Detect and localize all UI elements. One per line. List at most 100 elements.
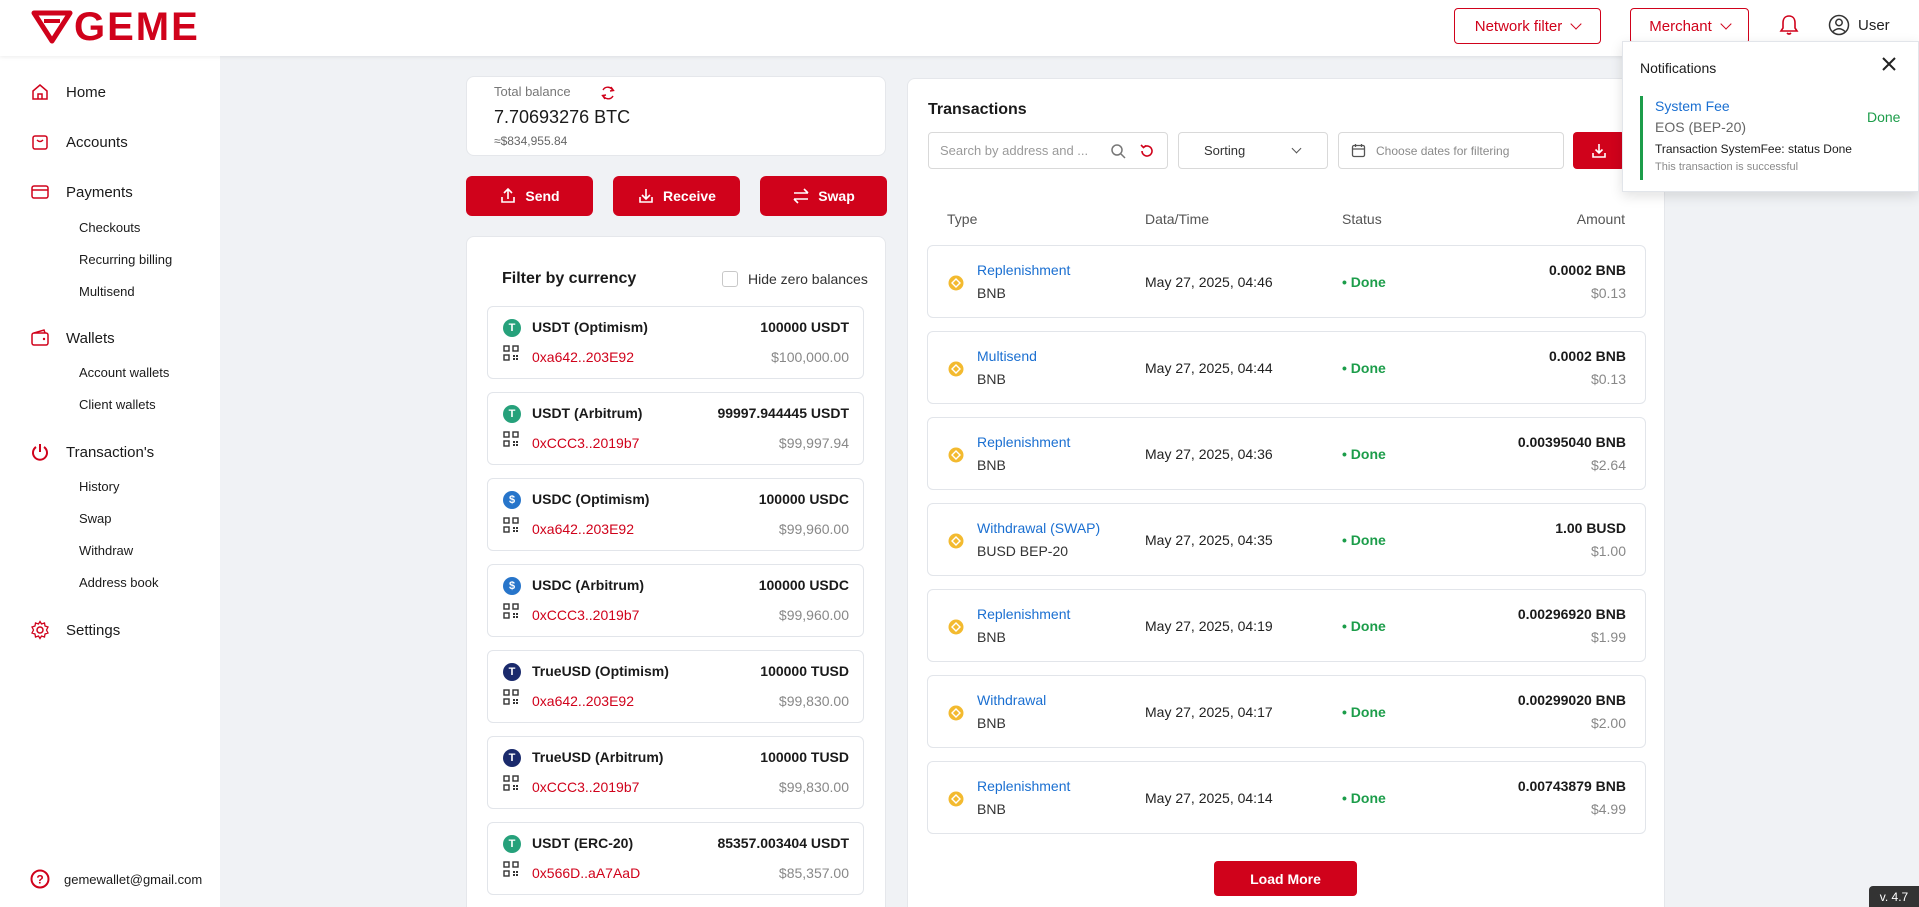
notification-status: Done [1867, 109, 1901, 125]
transaction-type-link[interactable]: Replenishment [977, 778, 1071, 794]
transaction-row[interactable]: Replenishment BNB May 27, 2025, 04:14 • Don… [927, 761, 1646, 834]
sidebar-item-label: Wallets [66, 329, 115, 347]
hide-zero-balances-toggle[interactable]: Hide zero balances [722, 271, 868, 287]
support-email-text: gemewallet@gmail.com [64, 871, 203, 887]
transaction-status: • Done [1342, 704, 1386, 720]
column-header-type: Type [947, 211, 978, 227]
qr-code-icon[interactable] [503, 603, 519, 619]
search-icon[interactable] [1110, 143, 1126, 159]
currency-amount: 100000 TUSD [760, 749, 849, 765]
currency-amount: 85357.003404 USDT [717, 835, 849, 851]
currency-item[interactable]: T USDT (Arbitrum) 99997.944445 USDT 0xCCC3.… [487, 392, 864, 465]
column-header-amount: Amount [1576, 211, 1625, 227]
receive-label: Receive [663, 188, 716, 204]
wallet-address-link[interactable]: 0xa642..203E92 [532, 349, 634, 365]
transaction-type-link[interactable]: Withdrawal [977, 692, 1047, 708]
bnb-coin-icon [948, 705, 964, 721]
chevron-down-icon [1291, 143, 1302, 154]
bag-icon [32, 135, 48, 150]
currency-coin-icon: T [503, 405, 521, 423]
wallet-address-link[interactable]: 0xCCC3..2019b7 [532, 435, 640, 451]
wallet-address-link[interactable]: 0xCCC3..2019b7 [532, 779, 640, 795]
sidebar-item-accounts[interactable]: Accounts [30, 132, 128, 152]
send-button[interactable]: Send [466, 176, 593, 216]
logo[interactable]: GEME [30, 7, 200, 47]
notification-item[interactable]: System Fee EOS (BEP-20) Transaction Syst… [1640, 96, 1910, 180]
sidebar-subitem-account-wallets[interactable]: Account wallets [79, 365, 170, 380]
reset-icon[interactable] [1139, 143, 1155, 159]
sidebar-item-settings[interactable]: Settings [30, 620, 120, 640]
transaction-row[interactable]: Replenishment BNB May 27, 2025, 04:36 • Don… [927, 417, 1646, 490]
sidebar-item-transactions[interactable]: Transaction's [30, 442, 154, 462]
transaction-row[interactable]: Replenishment BNB May 27, 2025, 04:46 • Don… [927, 245, 1646, 318]
transaction-type-link[interactable]: Replenishment [977, 606, 1071, 622]
sidebar-subitem-address-book[interactable]: Address book [79, 575, 159, 590]
export-button[interactable] [1573, 132, 1625, 169]
sidebar-item-payments[interactable]: Payments [30, 182, 133, 202]
hide-zero-checkbox[interactable] [722, 271, 738, 287]
transaction-row[interactable]: Multisend BNB May 27, 2025, 04:44 • Done 0.0… [927, 331, 1646, 404]
qr-code-icon[interactable] [503, 345, 519, 361]
transaction-row[interactable]: Replenishment BNB May 27, 2025, 04:19 • Don… [927, 589, 1646, 662]
currency-item[interactable]: T TrueUSD (Arbitrum) 100000 TUSD 0xCCC3..20… [487, 736, 864, 809]
transaction-fiat: $2.00 [1590, 715, 1626, 731]
chevron-down-icon [1570, 18, 1582, 30]
sorting-select[interactable]: Sorting [1178, 132, 1328, 169]
currency-fiat: $85,357.00 [778, 865, 849, 881]
sidebar-subitem-swap[interactable]: Swap [79, 511, 112, 526]
network-filter-button[interactable]: Network filter [1454, 8, 1601, 44]
qr-code-icon[interactable] [503, 861, 519, 877]
bell-icon[interactable] [1779, 14, 1799, 36]
wallet-address-link[interactable]: 0xa642..203E92 [532, 521, 634, 537]
currency-item[interactable]: T USDT (ERC-20) 85357.003404 USDT 0x566D..a… [487, 822, 864, 895]
wallet-address-link[interactable]: 0x566D..aA7AaD [532, 865, 641, 881]
currency-item[interactable]: T USDT (Optimism) 100000 USDT 0xa642..203E9… [487, 306, 864, 379]
swap-label: Swap [818, 188, 855, 204]
merchant-button[interactable]: Merchant [1630, 8, 1749, 44]
wallet-address-link[interactable]: 0xa642..203E92 [532, 693, 634, 709]
sidebar-subitem-multisend[interactable]: Multisend [79, 284, 135, 299]
close-icon[interactable] [1879, 54, 1899, 74]
qr-code-icon[interactable] [503, 689, 519, 705]
support-email[interactable]: ? gemewallet@gmail.com [30, 869, 202, 889]
download-icon [639, 189, 653, 203]
version-badge: v. 4.7 [1869, 886, 1919, 907]
transaction-type-link[interactable]: Withdrawal (SWAP) [977, 520, 1101, 536]
merchant-label: Merchant [1649, 17, 1712, 35]
sidebar-subitem-checkouts[interactable]: Checkouts [79, 220, 141, 235]
currency-item[interactable]: T TrueUSD (Optimism) 100000 TUSD 0xa642..20… [487, 650, 864, 723]
sidebar-item-wallets[interactable]: Wallets [30, 328, 115, 348]
sidebar-subitem-recurring-billing[interactable]: Recurring billing [79, 252, 173, 267]
sidebar-subitem-history[interactable]: History [79, 479, 120, 494]
search-placeholder: Search by address and ... [940, 143, 1089, 158]
sidebar: Home Accounts Payments Checkouts Recurri… [0, 56, 220, 907]
qr-code-icon[interactable] [503, 431, 519, 447]
total-balance-label: Total balance [494, 84, 571, 99]
sidebar-item-home[interactable]: Home [30, 82, 106, 102]
wallet-address-link[interactable]: 0xCCC3..2019b7 [532, 607, 640, 623]
refresh-icon[interactable] [600, 85, 616, 101]
currency-item[interactable]: $ USDC (Optimism) 100000 USDC 0xa642..203E9… [487, 478, 864, 551]
bnb-coin-icon [948, 275, 964, 291]
sidebar-subitem-client-wallets[interactable]: Client wallets [79, 397, 156, 412]
transaction-row[interactable]: Withdrawal BNB May 27, 2025, 04:17 • Done 0.… [927, 675, 1646, 748]
transaction-type-link[interactable]: Replenishment [977, 262, 1071, 278]
user-menu[interactable]: User [1828, 14, 1890, 36]
transaction-type-link[interactable]: Multisend [977, 348, 1037, 364]
date-range-picker[interactable]: Choose dates for filtering [1338, 132, 1564, 169]
transaction-fiat: $1.00 [1590, 543, 1626, 559]
download-icon [1592, 143, 1606, 158]
qr-code-icon[interactable] [503, 517, 519, 533]
receive-button[interactable]: Receive [613, 176, 740, 216]
qr-code-icon[interactable] [503, 775, 519, 791]
currency-amount: 100000 USDC [758, 577, 849, 593]
bnb-coin-icon [948, 619, 964, 635]
transaction-type-link[interactable]: Replenishment [977, 434, 1071, 450]
currency-item[interactable]: $ USDC (Arbitrum) 100000 USDC 0xCCC3..2019b… [487, 564, 864, 637]
swap-button[interactable]: Swap [760, 176, 887, 216]
sidebar-subitem-withdraw[interactable]: Withdraw [79, 543, 134, 558]
home-icon [32, 84, 48, 100]
transaction-row[interactable]: Withdrawal (SWAP) BUSD BEP-20 May 27, 2025… [927, 503, 1646, 576]
search-input[interactable]: Search by address and ... [928, 132, 1168, 169]
load-more-button[interactable]: Load More [1214, 861, 1357, 896]
